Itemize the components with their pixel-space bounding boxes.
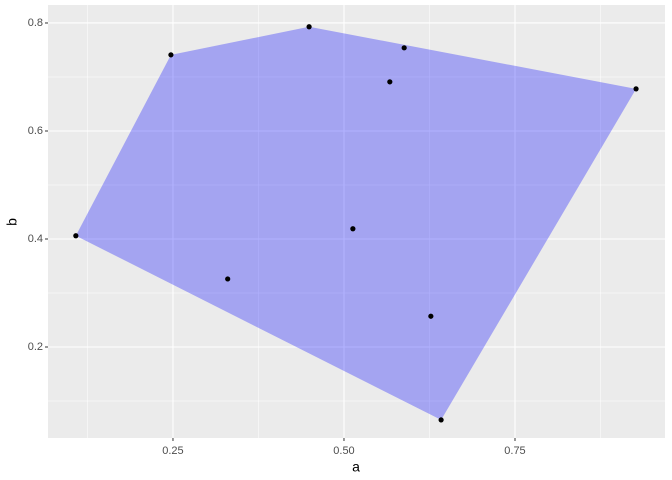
x-tick-label: 0.75: [504, 445, 525, 457]
x-tick-label: 0.50: [333, 445, 354, 457]
point: [350, 226, 356, 232]
point: [73, 233, 79, 239]
y-tick-label: 0.8: [28, 17, 43, 29]
point: [428, 313, 434, 319]
point: [401, 45, 407, 51]
point: [438, 417, 444, 423]
y-tick-label: 0.4: [28, 233, 43, 245]
y-tick-label: 0.6: [28, 125, 43, 137]
y-tick-label: 0.2: [28, 341, 43, 353]
point: [633, 86, 639, 92]
x-axis-title: a: [352, 459, 360, 475]
x-tick-label: 0.25: [162, 445, 183, 457]
point: [225, 276, 231, 282]
y-axis-title: b: [4, 218, 20, 226]
point: [306, 24, 312, 30]
hull-polygon: [75, 26, 637, 420]
point: [387, 79, 393, 85]
point: [168, 52, 174, 58]
